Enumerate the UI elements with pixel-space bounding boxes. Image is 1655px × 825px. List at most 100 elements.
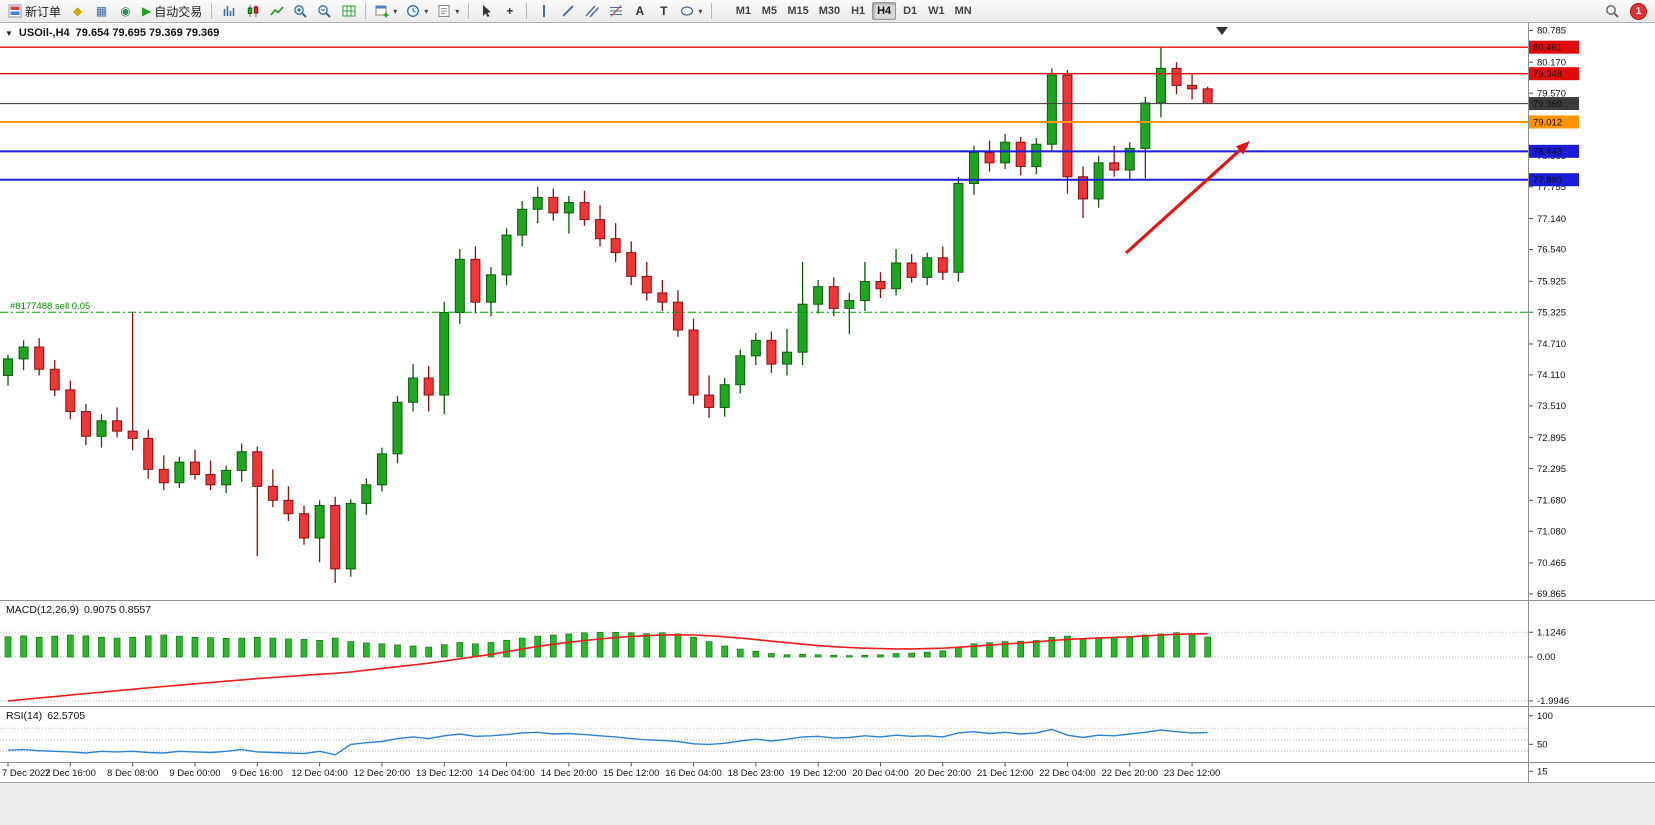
candlestick — [797, 303, 808, 353]
line-chart-button[interactable] — [265, 1, 288, 21]
rsi-line — [7, 728, 1208, 756]
auto-trading-label: 自动交易 — [154, 4, 203, 19]
trendline-button[interactable] — [556, 1, 579, 21]
candlestick — [1031, 143, 1042, 167]
candlestick — [688, 329, 699, 396]
candlestick — [1078, 176, 1089, 200]
macd-histogram — [4, 631, 1211, 658]
svg-text:77.140: 77.140 — [1537, 214, 1566, 225]
cursor-button[interactable] — [474, 1, 497, 21]
timeframe-m30-button[interactable]: M30 — [815, 2, 844, 20]
notification-badge[interactable]: 1 — [1630, 2, 1647, 20]
price-label-box — [1529, 115, 1579, 129]
svg-text:23 Dec 12:00: 23 Dec 12:00 — [1164, 768, 1221, 779]
shapes-button[interactable]: ▾ — [676, 1, 706, 21]
svg-text:72.895: 72.895 — [1537, 433, 1566, 444]
text-tool-icon: A — [635, 4, 645, 18]
market-watch-icon: ◆ — [72, 4, 83, 18]
text-tool-button[interactable]: A — [628, 1, 651, 21]
crosshair-icon: + — [506, 4, 514, 18]
channel-icon — [585, 5, 599, 18]
price-label-text: 79.948 — [1533, 69, 1562, 80]
timeframe-h1-button[interactable]: H1 — [846, 2, 870, 20]
svg-text:79.570: 79.570 — [1537, 88, 1566, 99]
timeframe-m1-button[interactable]: M1 — [731, 2, 755, 20]
period-button[interactable]: ▾ — [402, 1, 432, 21]
dropdown-arrow-icon: ▾ — [393, 6, 398, 16]
zoom-in-button[interactable] — [289, 1, 312, 21]
svg-text:22 Dec 04:00: 22 Dec 04:00 — [1039, 768, 1096, 779]
svg-text:74.710: 74.710 — [1537, 339, 1566, 350]
candlestick — [189, 461, 200, 475]
channel-button[interactable] — [580, 1, 603, 21]
price-chart-canvas[interactable]: 80.78580.17079.57078.35577.75577.14076.5… — [0, 23, 1655, 782]
timeframe-w1-button[interactable]: W1 — [924, 2, 949, 20]
candlestick — [595, 219, 606, 240]
new-order-label: 新订单 — [25, 4, 62, 19]
candlestick-chart-button[interactable] — [241, 1, 264, 21]
candlestick — [704, 394, 715, 408]
candlestick — [953, 182, 964, 273]
candlestick — [548, 196, 559, 214]
svg-text:14 Dec 04:00: 14 Dec 04:00 — [478, 768, 535, 779]
pane-separators — [0, 23, 1655, 782]
price-lines[interactable]: 80.461 79.948 79.369 79.012 78.443 77.893 — [0, 40, 1579, 313]
candlestick — [205, 474, 216, 486]
navigator-button[interactable]: ◉ — [114, 1, 137, 21]
timeframe-m5-button[interactable]: M5 — [757, 2, 781, 20]
templates-button[interactable]: ▾ — [433, 1, 463, 21]
trend-arrow-annotation[interactable] — [1124, 141, 1250, 255]
crosshair-button[interactable]: + — [498, 1, 521, 21]
svg-text:69.865: 69.865 — [1537, 589, 1566, 600]
candlestick — [641, 275, 652, 294]
rsi-pane: 100 50 15 — [0, 711, 1553, 778]
zoom-in-icon — [294, 4, 307, 18]
svg-text:12 Dec 04:00: 12 Dec 04:00 — [291, 768, 348, 779]
candlestick — [314, 504, 325, 539]
bar-chart-button[interactable] — [217, 1, 240, 21]
svg-text:9 Dec 00:00: 9 Dec 00:00 — [169, 768, 220, 779]
toolbar-right-group: 1 — [1601, 1, 1651, 21]
chart-shift-marker[interactable] — [1216, 27, 1228, 35]
zoom-out-button[interactable] — [313, 1, 336, 21]
svg-text:15: 15 — [1537, 767, 1548, 778]
timeframe-m15-button[interactable]: M15 — [783, 2, 812, 20]
svg-text:80.170: 80.170 — [1537, 57, 1566, 68]
candlestick — [454, 258, 465, 313]
candlestick — [501, 234, 512, 276]
new-chart-button[interactable]: ▾ — [371, 1, 401, 21]
candlestick — [1124, 147, 1135, 171]
market-watch-button[interactable]: ◆ — [66, 1, 89, 21]
svg-text:100: 100 — [1537, 711, 1553, 722]
candlestick — [127, 430, 138, 439]
new-chart-icon — [375, 5, 389, 18]
text-label-button[interactable]: T — [652, 1, 675, 21]
candlestick — [423, 377, 434, 396]
dropdown-arrow-icon: ▾ — [455, 6, 460, 16]
data-window-button[interactable]: ▦ — [90, 1, 113, 21]
tile-windows-button[interactable] — [337, 1, 360, 21]
vertical-line-button[interactable] — [532, 1, 555, 21]
candlestick — [1000, 141, 1011, 164]
svg-text:12 Dec 20:00: 12 Dec 20:00 — [354, 768, 411, 779]
candlestick-chart-icon — [247, 5, 258, 17]
price-label-box — [1529, 67, 1579, 81]
fibonacci-button[interactable] — [604, 1, 627, 21]
status-bar — [0, 782, 1655, 825]
candlestick — [174, 461, 185, 484]
auto-trading-button[interactable]: ▶ 自动交易 — [138, 1, 206, 21]
candlestick — [984, 152, 995, 164]
svg-text:20 Dec 04:00: 20 Dec 04:00 — [852, 768, 909, 779]
price-label-box — [1529, 144, 1579, 158]
new-order-button[interactable]: 新订单 — [4, 1, 65, 21]
candlestick — [34, 346, 45, 370]
timeframe-h4-button[interactable]: H4 — [872, 2, 897, 20]
svg-text:1.1246: 1.1246 — [1537, 627, 1566, 638]
timeframe-mn-button[interactable]: MN — [951, 2, 976, 20]
timeframe-d1-button[interactable]: D1 — [898, 2, 922, 20]
search-button[interactable] — [1601, 1, 1624, 21]
candlestick — [1062, 74, 1073, 178]
svg-text:80.785: 80.785 — [1537, 26, 1566, 37]
price-label-box — [1529, 97, 1579, 111]
